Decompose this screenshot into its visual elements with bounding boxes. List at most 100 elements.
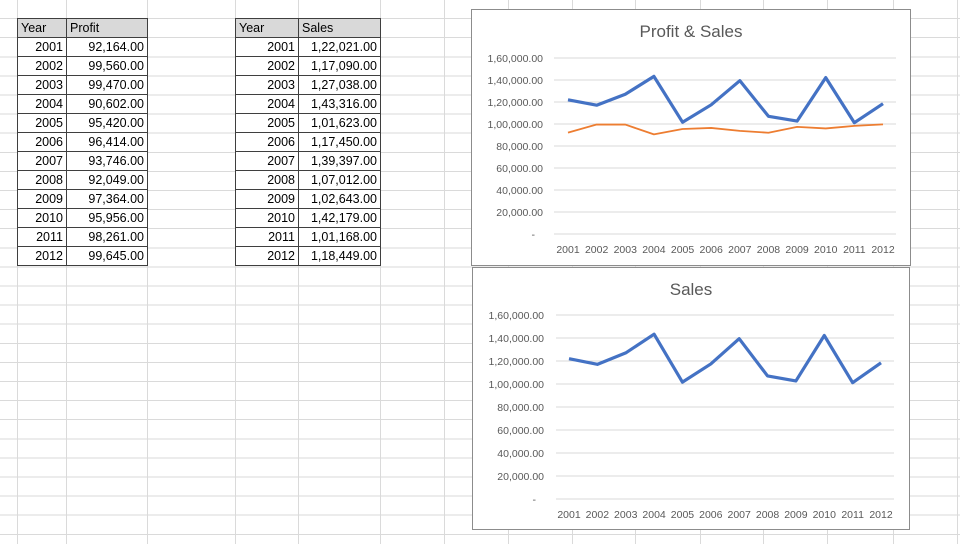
header-sales[interactable]: Sales [298,18,381,38]
value-cell[interactable]: 98,261.00 [66,227,148,247]
profit-sales-chart[interactable]: Profit & Sales - 20,000.00 40,000.00 60,000… [471,9,911,266]
year-cell[interactable]: 2004 [235,94,299,114]
value-cell[interactable]: 92,049.00 [66,170,148,190]
series-line-sales[interactable] [567,74,884,125]
table-row: 2004 1,43,316.00 [235,94,381,114]
year-cell[interactable]: 2003 [235,75,299,95]
value-cell[interactable]: 1,43,316.00 [298,94,381,114]
table-row: 2002 99,560.00 [17,56,148,76]
series-line-sales[interactable] [568,332,882,385]
value-cell[interactable]: 1,42,179.00 [298,208,381,228]
year-cell[interactable]: 2009 [17,189,67,209]
x-tick-label: 2002 [585,244,609,256]
column-gridline [147,0,148,544]
year-cell[interactable]: 2010 [17,208,67,228]
x-tick-label: 2010 [813,509,837,521]
value-cell[interactable]: 1,18,449.00 [298,246,381,266]
value-cell[interactable]: 1,17,090.00 [298,56,381,76]
y-tick-label: 40,000.00 [496,185,543,197]
x-tick-label: 2012 [869,509,893,521]
table-row: 2007 93,746.00 [17,151,148,171]
value-cell[interactable]: 96,414.00 [66,132,148,152]
sales-chart[interactable]: Sales - 20,000.00 40,000.00 60,000.00 80,000… [472,267,910,530]
value-cell[interactable]: 99,645.00 [66,246,148,266]
value-cell[interactable]: 92,164.00 [66,37,148,57]
year-cell[interactable]: 2007 [235,151,299,171]
x-tick-label: 2001 [556,244,580,256]
year-cell[interactable]: 2012 [17,246,67,266]
year-cell[interactable]: 2005 [235,113,299,133]
year-cell[interactable]: 2011 [235,227,299,247]
x-tick-label: 2003 [614,509,638,521]
header-year[interactable]: Year [235,18,299,38]
x-tick-label: 2008 [756,509,780,521]
column-gridline [66,0,67,544]
x-tick-label: 2007 [728,244,752,256]
chart-title: Profit & Sales [639,22,743,41]
value-cell[interactable]: 97,364.00 [66,189,148,209]
value-cell[interactable]: 1,22,021.00 [298,37,381,57]
year-cell[interactable]: 2003 [17,75,67,95]
year-cell[interactable]: 2002 [17,56,67,76]
x-tick-label: 2005 [671,509,695,521]
year-cell[interactable]: 2004 [17,94,67,114]
value-cell[interactable]: 1,27,038.00 [298,75,381,95]
year-cell[interactable]: 2002 [235,56,299,76]
value-cell[interactable]: 1,39,397.00 [298,151,381,171]
table-row: 2001 1,22,021.00 [235,37,381,57]
table-row: 2010 95,956.00 [17,208,148,228]
y-tick-label: 20,000.00 [496,207,543,219]
y-tick-label: 20,000.00 [497,471,544,483]
year-cell[interactable]: 2010 [235,208,299,228]
y-tick-label: - [532,229,536,241]
value-cell[interactable]: 95,420.00 [66,113,148,133]
value-cell[interactable]: 95,956.00 [66,208,148,228]
chart-title: Sales [669,280,713,299]
x-tick-label: 2012 [871,244,895,256]
y-tick-label: 1,20,000.00 [488,97,544,109]
series-line-profit[interactable] [567,123,884,136]
table-row: 2003 1,27,038.00 [235,75,381,95]
column-gridline [298,0,299,544]
table-row: 2012 99,645.00 [17,246,148,266]
x-tick-label: 2006 [699,509,723,521]
table-row: 2010 1,42,179.00 [235,208,381,228]
value-cell[interactable]: 99,470.00 [66,75,148,95]
year-cell[interactable]: 2006 [17,132,67,152]
header-profit[interactable]: Profit [66,18,148,38]
x-tick-label: 2008 [757,244,781,256]
year-cell[interactable]: 2001 [17,37,67,57]
value-cell[interactable]: 93,746.00 [66,151,148,171]
year-cell[interactable]: 2005 [17,113,67,133]
x-tick-label: 2003 [614,244,638,256]
table-row: 2001 92,164.00 [17,37,148,57]
year-cell[interactable]: 2008 [235,170,299,190]
table-row: 2009 1,02,643.00 [235,189,381,209]
value-cell[interactable]: 1,07,012.00 [298,170,381,190]
year-cell[interactable]: 2001 [235,37,299,57]
year-cell[interactable]: 2008 [17,170,67,190]
column-gridline [17,0,18,544]
value-cell[interactable]: 1,01,168.00 [298,227,381,247]
table-row: 2011 1,01,168.00 [235,227,381,247]
x-tick-label: 2010 [814,244,838,256]
y-tick-label: 1,40,000.00 [488,75,544,87]
y-tick-label: 1,40,000.00 [489,333,545,345]
year-cell[interactable]: 2006 [235,132,299,152]
value-cell[interactable]: 1,17,450.00 [298,132,381,152]
table-row: 2008 1,07,012.00 [235,170,381,190]
value-cell[interactable]: 99,560.00 [66,56,148,76]
year-cell[interactable]: 2007 [17,151,67,171]
x-tick-label: 2001 [557,509,581,521]
x-tick-label: 2011 [843,244,866,256]
year-cell[interactable]: 2011 [17,227,67,247]
header-year[interactable]: Year [17,18,67,38]
year-cell[interactable]: 2012 [235,246,299,266]
value-cell[interactable]: 90,602.00 [66,94,148,114]
value-cell[interactable]: 1,02,643.00 [298,189,381,209]
table-row: 2005 1,01,623.00 [235,113,381,133]
y-tick-label: 60,000.00 [496,163,543,175]
profit-table: Year Profit 2001 92,164.00 2002 99,560.00 200… [17,18,148,266]
year-cell[interactable]: 2009 [235,189,299,209]
value-cell[interactable]: 1,01,623.00 [298,113,381,133]
